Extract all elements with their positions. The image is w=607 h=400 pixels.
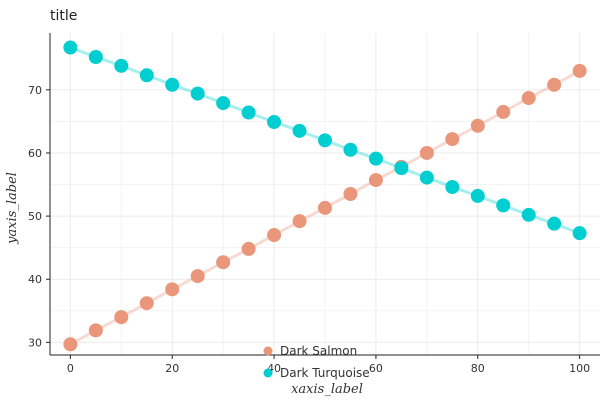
chart-title: title bbox=[50, 8, 77, 24]
data-point-dark-turquoise bbox=[63, 40, 78, 55]
data-point-dark-turquoise bbox=[165, 77, 180, 92]
data-point-dark-salmon bbox=[318, 200, 332, 215]
y-tick-label: 50 bbox=[28, 210, 42, 223]
x-tick-label: 80 bbox=[471, 362, 485, 375]
data-point-dark-salmon bbox=[63, 337, 78, 352]
data-point-dark-salmon bbox=[190, 269, 205, 284]
data-point-dark-turquoise bbox=[470, 188, 485, 203]
data-point-dark-turquoise bbox=[114, 58, 129, 73]
data-point-dark-salmon bbox=[343, 187, 358, 201]
data-point-dark-salmon bbox=[521, 91, 536, 106]
series-dark-salmon bbox=[63, 63, 587, 352]
series-dark-turquoise bbox=[63, 40, 587, 241]
legend: Dark Salmon Dark Turquoise bbox=[263, 344, 370, 380]
data-point-dark-turquoise bbox=[216, 96, 231, 111]
data-point-dark-salmon bbox=[241, 241, 256, 256]
legend-label-dark-salmon: Dark Salmon bbox=[280, 344, 357, 358]
data-point-dark-turquoise bbox=[190, 86, 205, 101]
data-point-dark-turquoise bbox=[445, 180, 460, 195]
data-point-dark-salmon bbox=[572, 63, 587, 78]
x-tick-label: 0 bbox=[67, 362, 74, 375]
data-point-dark-turquoise bbox=[572, 226, 587, 241]
grid-layer bbox=[50, 33, 600, 355]
data-point-dark-salmon bbox=[368, 173, 383, 188]
data-point-dark-turquoise bbox=[419, 170, 434, 185]
legend-label-dark-turquoise: Dark Turquoise bbox=[280, 366, 370, 380]
data-point-dark-turquoise bbox=[521, 207, 536, 222]
data-point-dark-turquoise bbox=[292, 123, 307, 138]
x-tick-label: 100 bbox=[569, 362, 590, 375]
legend-marker-dark-salmon bbox=[263, 346, 273, 356]
data-point-dark-turquoise bbox=[88, 49, 103, 64]
data-point-dark-turquoise bbox=[318, 133, 332, 148]
data-point-dark-turquoise bbox=[547, 216, 562, 231]
data-point-dark-turquoise bbox=[267, 115, 282, 130]
legend-marker-dark-turquoise bbox=[263, 368, 273, 378]
data-point-dark-salmon bbox=[419, 145, 434, 160]
data-point-dark-turquoise bbox=[343, 142, 358, 157]
data-point-dark-salmon bbox=[445, 132, 460, 147]
data-point-dark-salmon bbox=[88, 323, 103, 338]
data-point-dark-salmon bbox=[496, 104, 511, 119]
data-point-dark-salmon bbox=[267, 228, 282, 243]
data-point-dark-salmon bbox=[470, 118, 485, 133]
y-tick-label: 60 bbox=[28, 147, 42, 160]
data-point-dark-salmon bbox=[547, 77, 562, 92]
x-axis-label: xaxis_label bbox=[291, 382, 363, 397]
y-tick-label: 30 bbox=[28, 336, 42, 349]
data-point-dark-salmon bbox=[114, 310, 129, 325]
y-tick-label: 70 bbox=[28, 84, 42, 97]
data-point-dark-salmon bbox=[139, 296, 154, 311]
data-point-dark-turquoise bbox=[139, 68, 154, 83]
series-layer bbox=[63, 40, 587, 352]
data-point-dark-turquoise bbox=[394, 161, 409, 176]
y-tick-label: 40 bbox=[28, 273, 42, 286]
data-point-dark-salmon bbox=[165, 282, 180, 297]
data-point-dark-salmon bbox=[216, 255, 231, 270]
data-point-dark-turquoise bbox=[368, 151, 383, 166]
x-tick-label: 20 bbox=[165, 362, 179, 375]
x-tick-label: 60 bbox=[369, 362, 383, 375]
data-point-dark-salmon bbox=[292, 214, 307, 229]
data-point-dark-turquoise bbox=[241, 105, 256, 120]
y-axis-label: yaxis_label bbox=[5, 172, 20, 245]
data-point-dark-turquoise bbox=[496, 198, 511, 213]
